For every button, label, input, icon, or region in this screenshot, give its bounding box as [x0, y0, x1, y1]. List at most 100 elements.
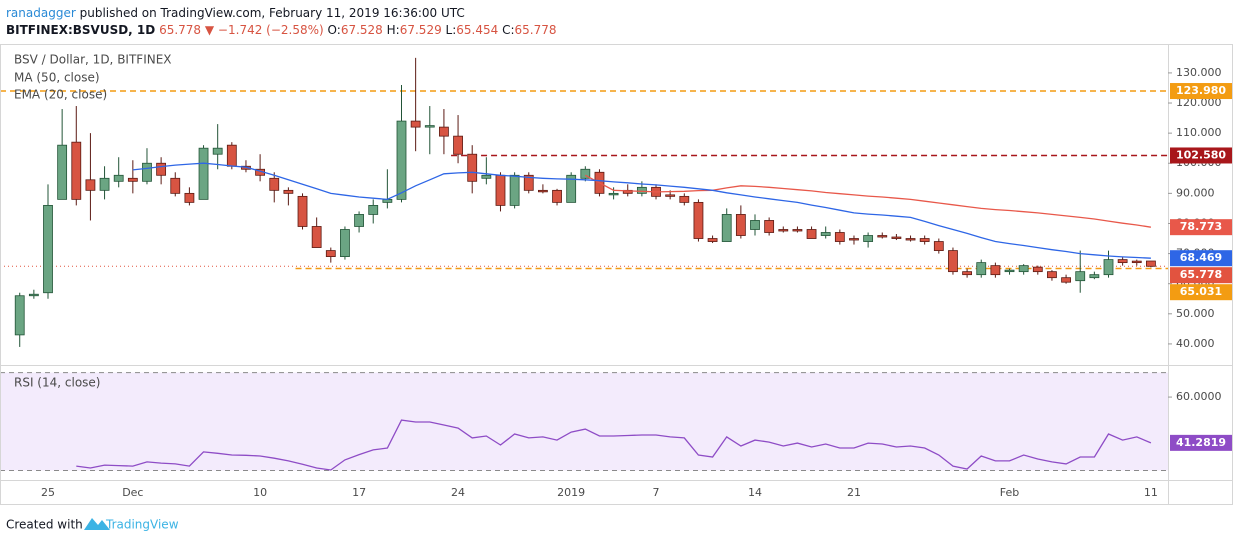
candle-body: [1117, 259, 1128, 264]
price-label-box: [1170, 83, 1232, 100]
candle-body: [14, 295, 25, 336]
ohlc-key: O:: [328, 23, 341, 37]
candle-body: [283, 189, 294, 194]
candle-body: [636, 186, 647, 194]
candle-body: [85, 179, 96, 191]
rsi-band: [1, 372, 1168, 471]
chart-frame: [0, 44, 1233, 505]
last-price: 65.778: [159, 23, 201, 37]
x-tick-label: 24: [451, 486, 465, 499]
ohlc-value: 67.528: [341, 23, 383, 37]
y-tick-label: 60.0000: [1176, 390, 1222, 403]
y-tick-label: 110.000: [1176, 126, 1222, 139]
candle-body: [113, 174, 124, 182]
ohlc-value: 65.454: [456, 23, 498, 37]
x-tick-label: 11: [1144, 486, 1158, 499]
candle-body: [566, 174, 577, 203]
candle-body: [976, 262, 987, 276]
price-label: 102.580: [1176, 148, 1226, 161]
candle-body: [453, 135, 463, 155]
price-change: ▼ −1.742 (−2.58%): [205, 23, 324, 37]
candle-body: [43, 205, 53, 294]
legend-entry: MA (50, close): [14, 71, 100, 85]
candle-body: [834, 232, 845, 242]
candle-body: [297, 195, 308, 227]
candle-body: [481, 174, 492, 179]
candle-body: [990, 265, 1001, 276]
candle-body: [679, 195, 690, 203]
symbol-line: BITFINEX:BSVUSD, 1D 65.778 ▼ −1.742 (−2.…: [6, 23, 557, 37]
candle-body: [439, 126, 449, 137]
candle-body: [849, 238, 859, 241]
legend-entry: EMA (20, close): [14, 88, 107, 102]
candle-body: [509, 174, 520, 206]
candle-body: [170, 177, 181, 194]
x-tick-label: 17: [352, 486, 366, 499]
indicator-line: [132, 162, 1151, 259]
price-label-box: [1170, 250, 1232, 267]
candle-body: [1061, 277, 1071, 283]
candle-body: [877, 235, 888, 238]
candle-body: [523, 174, 534, 191]
price-label-box: [1170, 434, 1232, 451]
price-label: 65.031: [1180, 285, 1222, 298]
candle-body: [354, 214, 364, 227]
y-tick-label: 130.000: [1176, 66, 1222, 79]
candle-body: [1131, 260, 1142, 264]
plot-area: [1, 57, 1168, 347]
candle-body: [820, 232, 831, 236]
publish-info: published on TradingView.com, February 1…: [80, 6, 465, 20]
brand-logo[interactable]: [84, 518, 110, 530]
candle-body: [1103, 259, 1114, 276]
candle-body: [933, 241, 944, 251]
footer-text: Created with: [6, 518, 83, 532]
candle-body: [467, 153, 478, 182]
candle-body: [1089, 274, 1100, 279]
price-label-box: [1170, 267, 1232, 284]
x-tick-label: 21: [847, 486, 861, 499]
candle-body: [410, 120, 421, 128]
price-label-box: [1170, 147, 1232, 164]
candle-body: [665, 194, 676, 197]
candle-body: [1075, 271, 1086, 282]
candle-body: [1032, 266, 1043, 273]
ohlc-key: H:: [387, 23, 400, 37]
y-tick-label: 90.000: [1176, 186, 1215, 199]
candle-body: [99, 177, 110, 191]
legend-entry: RSI (14, close): [14, 376, 100, 390]
price-label-box: [1170, 284, 1232, 301]
x-tick-label: 14: [748, 486, 762, 499]
candle-body: [778, 229, 789, 232]
indicator-line: [584, 174, 1152, 228]
author-link[interactable]: ranadagger: [6, 6, 76, 20]
candle-body: [71, 141, 82, 200]
candle-body: [57, 144, 68, 200]
plot-area: [1, 372, 1168, 471]
x-tick-label: Feb: [1000, 486, 1019, 499]
candle-body: [368, 205, 379, 215]
candle-body: [156, 162, 167, 176]
x-tick-label: 10: [253, 486, 267, 499]
legend-title: BSV / Dollar, 1D, BITFINEX: [14, 53, 172, 67]
candle-body: [28, 293, 39, 297]
candle-body: [863, 235, 874, 242]
candle-body: [750, 220, 760, 230]
brand-name[interactable]: TradingView: [105, 518, 179, 532]
candle-body: [552, 189, 562, 203]
candle-body: [325, 250, 336, 257]
candle-body: [127, 177, 138, 182]
x-tick-label: 2019: [557, 486, 585, 499]
publish-line: ranadagger published on TradingView.com,…: [6, 6, 465, 20]
candle-body: [608, 192, 619, 196]
ohlc-key: L:: [446, 23, 457, 37]
candle-body: [806, 229, 817, 239]
candle-body: [707, 238, 718, 242]
price-label: 68.469: [1180, 251, 1222, 264]
candle-body: [495, 174, 506, 206]
candle-body: [948, 250, 958, 273]
candle-body: [396, 120, 407, 200]
candle-body: [184, 192, 195, 203]
price-label: 65.778: [1180, 268, 1222, 281]
candle-body: [891, 236, 902, 239]
candle-body: [1146, 260, 1156, 267]
